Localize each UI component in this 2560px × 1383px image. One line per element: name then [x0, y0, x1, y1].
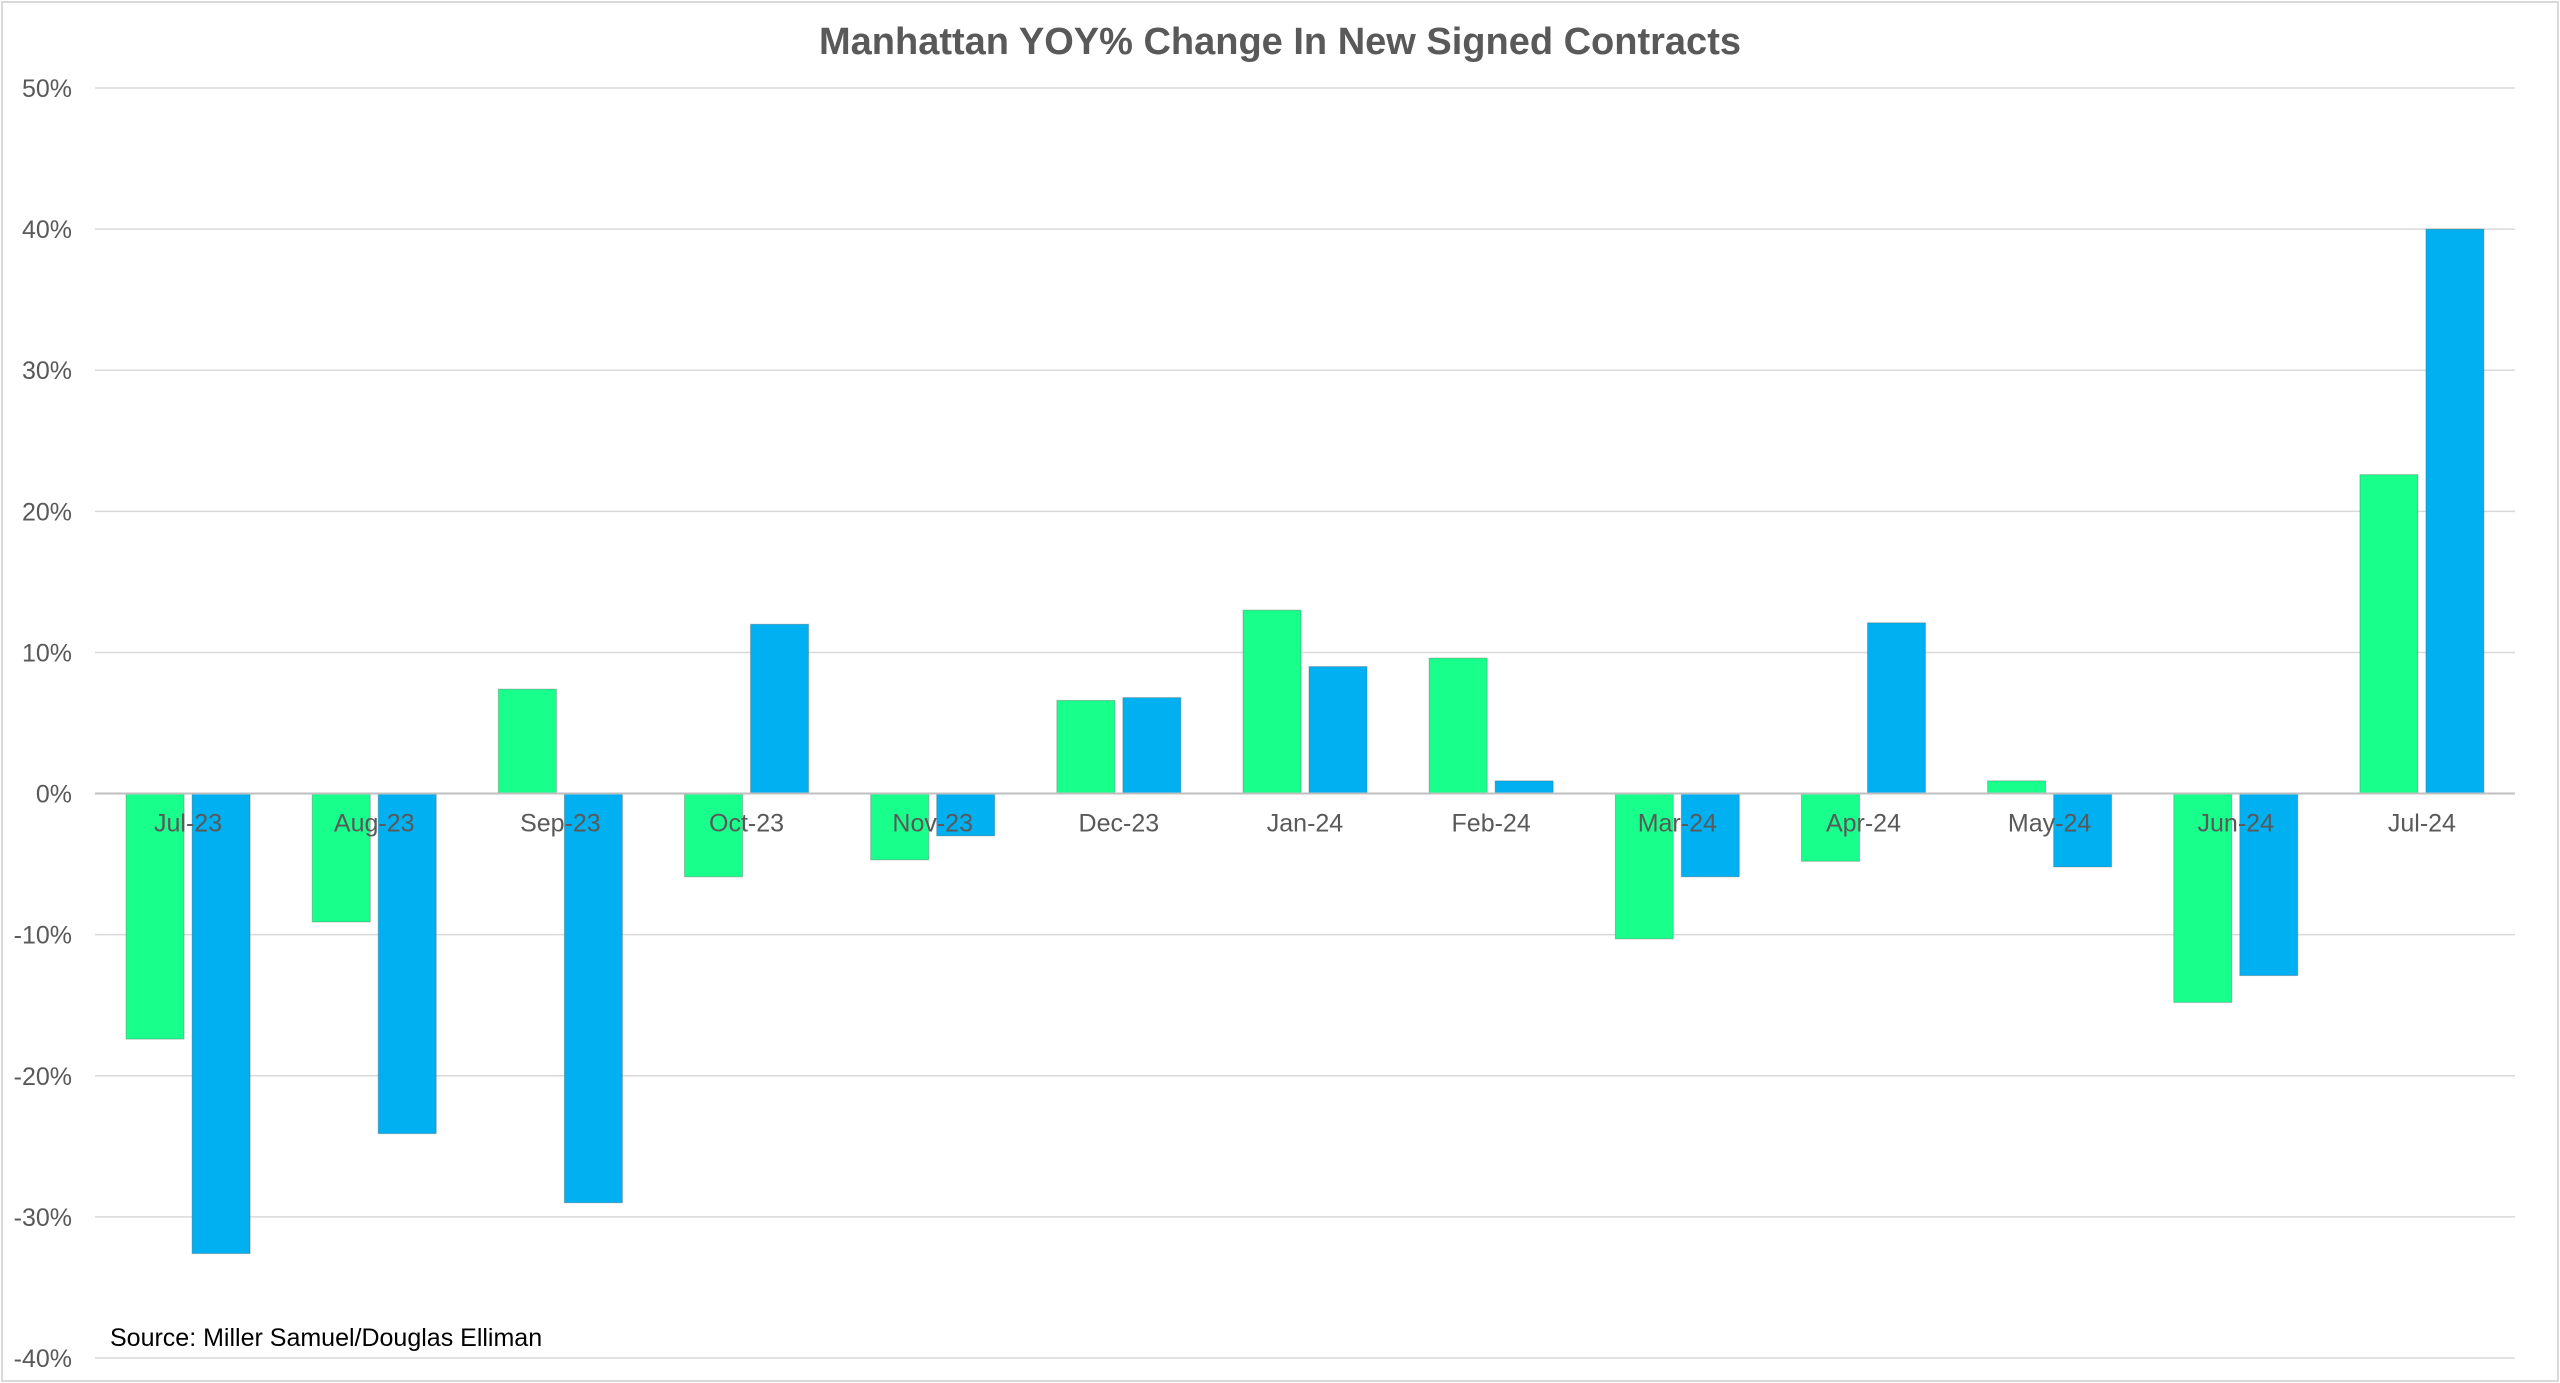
bar-series1-nov-23	[870, 793, 930, 861]
x-tick-label: Sep-23	[520, 810, 601, 838]
x-tick-label: Jul-23	[154, 810, 222, 838]
bar-series1-jun-24	[2173, 793, 2233, 1003]
x-tick-label: May-24	[2008, 810, 2091, 838]
bar-series1-jan-24	[1242, 609, 1302, 795]
bar-series2-oct-23	[750, 623, 810, 795]
x-tick-label: Jun-24	[2198, 810, 2275, 838]
bar-series2-jan-24	[1308, 666, 1368, 795]
bar-series2-may-24	[2053, 793, 2113, 868]
bar-series2-aug-23	[377, 793, 437, 1135]
gridlines	[95, 87, 2515, 1359]
bar-series2-jun-24	[2239, 793, 2299, 977]
bar-series1-aug-23	[311, 793, 371, 923]
x-tick-label: Aug-23	[334, 810, 415, 838]
y-tick-label: 20%	[22, 498, 72, 526]
bar-series1-jul-24	[2359, 474, 2419, 795]
y-tick-label: -30%	[14, 1204, 72, 1232]
source-annotation: Source: Miller Samuel/Douglas Elliman	[110, 1324, 542, 1352]
y-tick-label: 10%	[22, 639, 72, 667]
bar-series2-nov-23	[936, 793, 996, 837]
y-tick-label: 40%	[22, 216, 72, 244]
bar-series2-mar-24	[1680, 793, 1740, 878]
bar-series1-jul-23	[125, 793, 185, 1040]
bar-series1-apr-24	[1800, 793, 1860, 862]
x-tick-label: Jul-24	[2388, 810, 2456, 838]
bar-series2-jul-24	[2425, 228, 2485, 795]
bar-series2-sep-23	[563, 793, 623, 1204]
y-axis-ticks: 50% 40% 30% 20% 10% 0% -10% -20% -30% -40%	[14, 75, 72, 1373]
y-tick-label: -20%	[14, 1063, 72, 1091]
x-axis-ticks: Jul-23 Aug-23 Sep-23 Oct-23 Nov-23 Dec-23 Jan-…	[154, 810, 2456, 838]
chart-title: Manhattan YOY% Change In New Signed Cont…	[819, 21, 1741, 63]
y-tick-label: 50%	[22, 75, 72, 103]
bar-series1-sep-23	[497, 688, 557, 795]
x-tick-label: Oct-23	[709, 810, 784, 838]
bar-series2-jul-23	[191, 793, 251, 1255]
bars	[125, 228, 2485, 1255]
bar-series1-may-24	[1987, 780, 2047, 795]
bar-series1-mar-24	[1614, 793, 1674, 940]
y-tick-label: -40%	[14, 1345, 72, 1373]
x-tick-label: Nov-23	[892, 810, 973, 838]
y-tick-label: 30%	[22, 357, 72, 385]
x-tick-label: Apr-24	[1826, 810, 1901, 838]
bar-series2-feb-24	[1494, 780, 1554, 795]
x-tick-label: Mar-24	[1638, 810, 1717, 838]
bar-series2-apr-24	[1866, 622, 1926, 795]
x-tick-label: Jan-24	[1267, 810, 1344, 838]
x-tick-label: Dec-23	[1079, 810, 1160, 838]
bar-series1-dec-23	[1056, 699, 1116, 795]
x-tick-label: Feb-24	[1452, 810, 1531, 838]
y-tick-label: 0%	[36, 781, 72, 809]
bar-series1-feb-24	[1428, 657, 1488, 795]
bar-series2-dec-23	[1122, 697, 1182, 795]
y-tick-label: -10%	[14, 922, 72, 950]
